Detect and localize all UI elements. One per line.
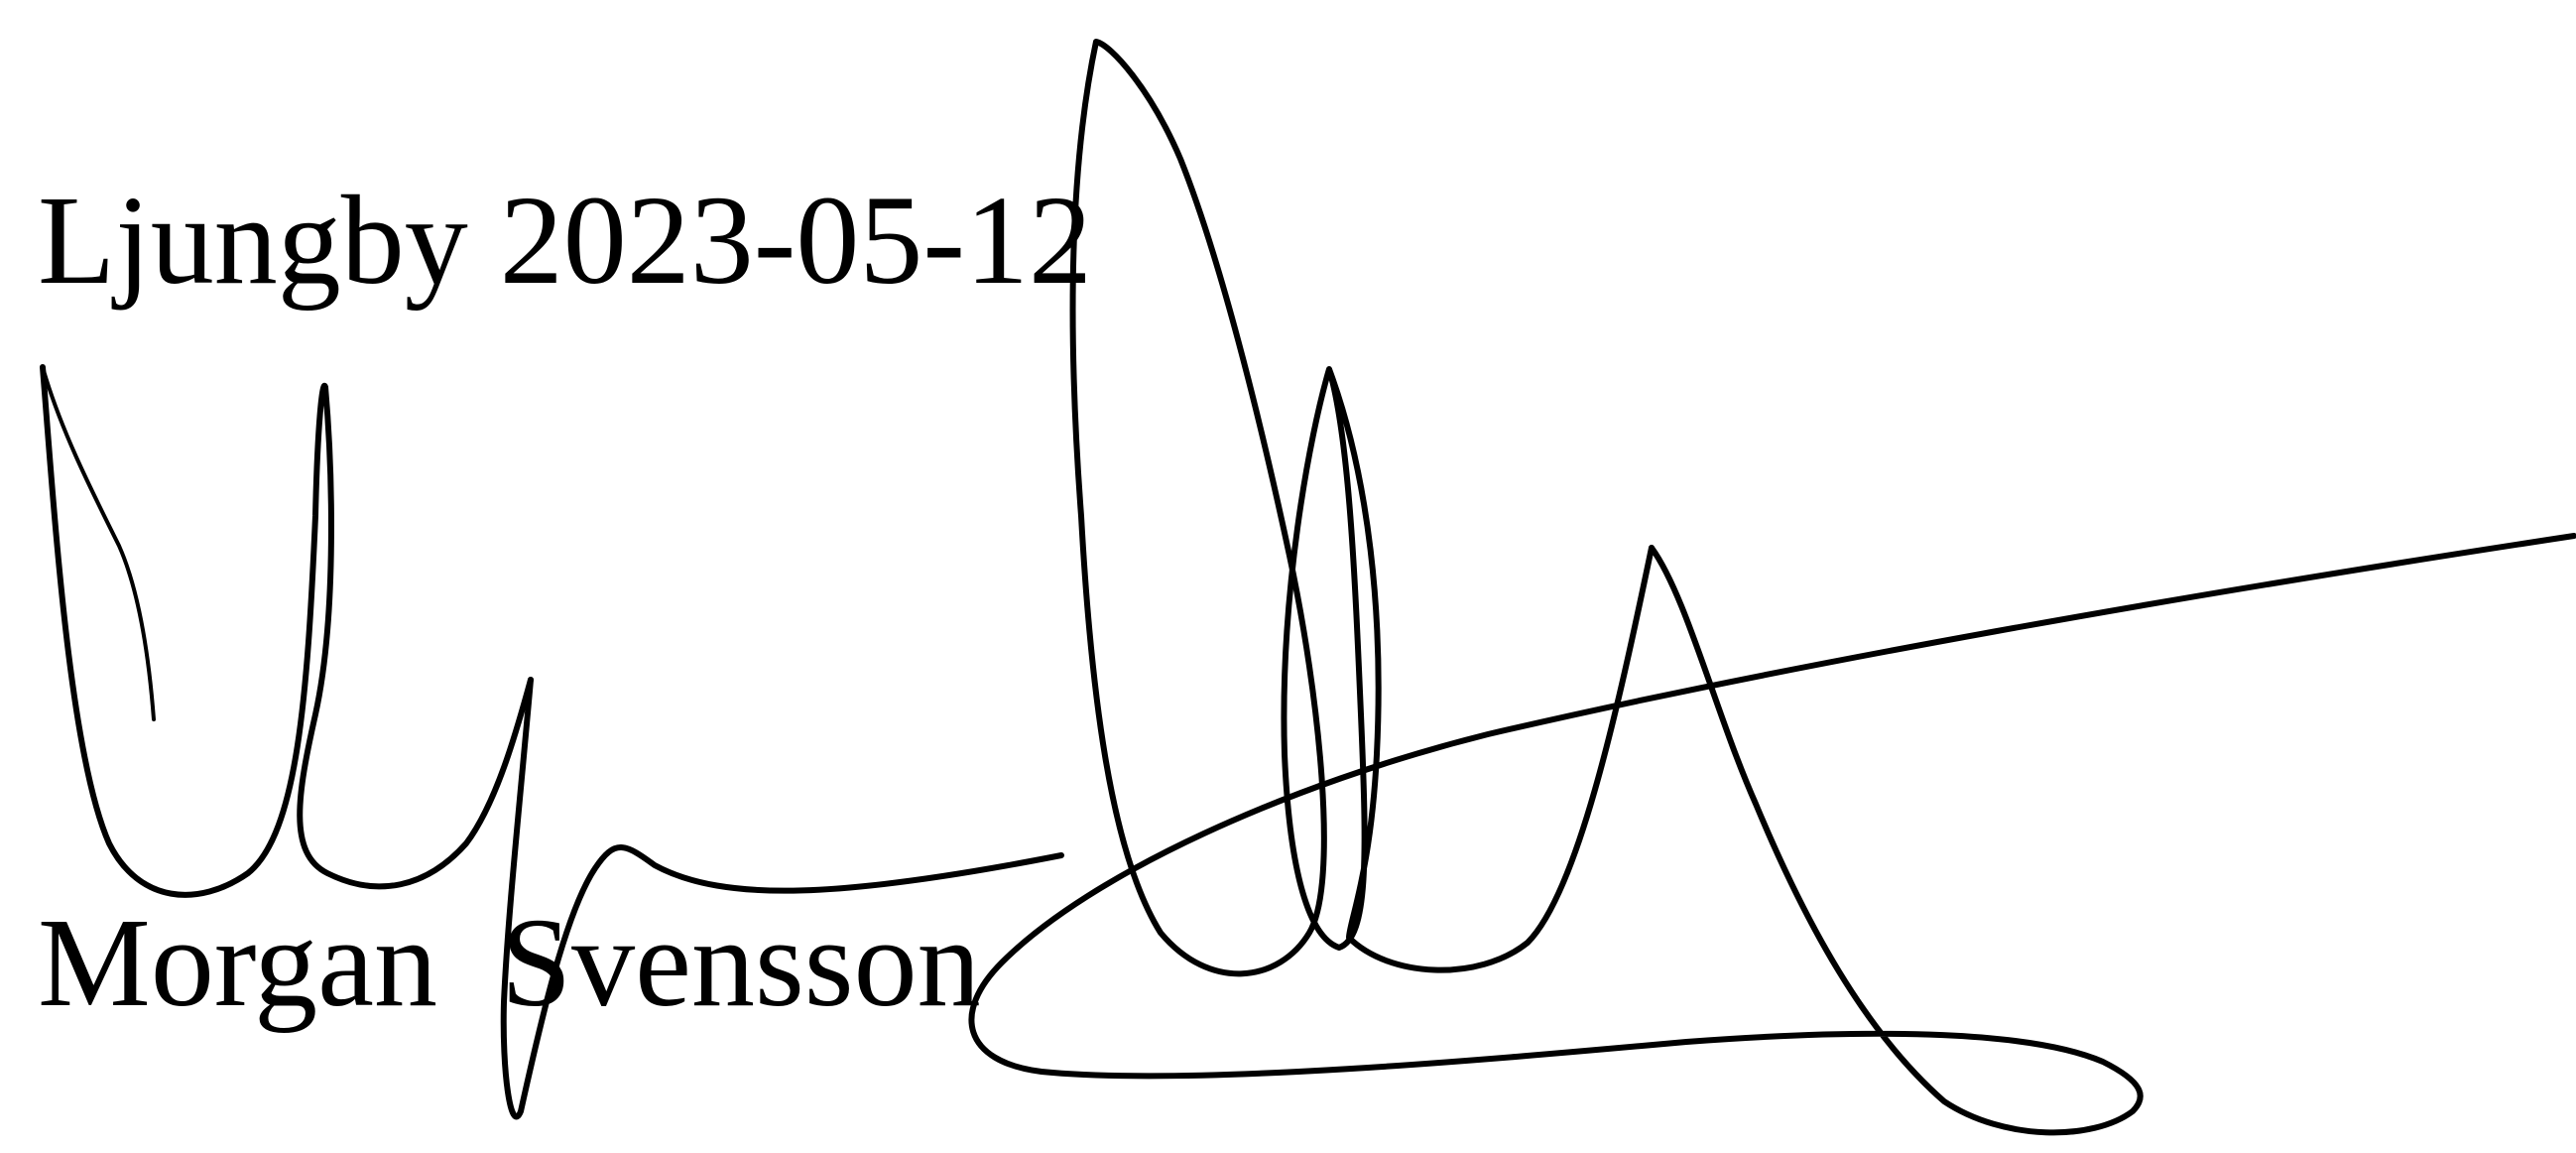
- signature-stroke-middle-loop: [1281, 366, 1655, 973]
- signature-stroke-tall-loop: [1069, 39, 1327, 977]
- signature-stroke-first-loop: [41, 365, 156, 721]
- signature-stroke-first-letter: [40, 364, 534, 898]
- signature-stroke-peak-and-tail: [968, 533, 2576, 1136]
- place-and-date: Ljungby 2023-05-12: [38, 170, 1092, 311]
- signer-name: Morgan Svensson: [38, 892, 981, 1033]
